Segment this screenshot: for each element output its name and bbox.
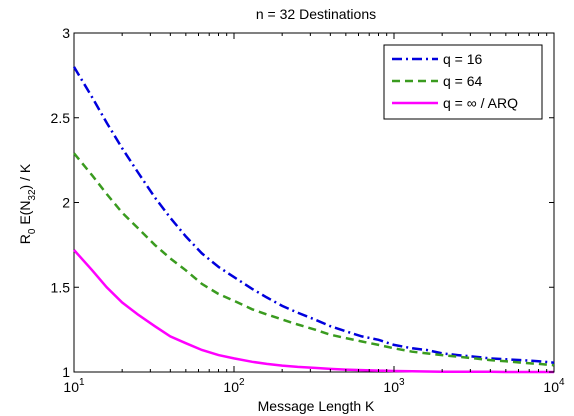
x-tick-label-base: 10 [63,379,79,395]
x-tick-label-base: 10 [543,379,559,395]
x-tick-label: 103 [383,377,405,395]
series-line-1 [72,66,555,364]
x-tick-label-base: 10 [223,379,239,395]
legend-label: q = 16 [443,51,483,67]
y-axis-label-mid-sub: 32 [27,189,38,201]
chart-title: n = 32 Destinations [256,6,376,22]
y-tick-label: 2.5 [51,110,71,126]
y-axis-label-base-sub: 0 [27,228,38,234]
x-tick-label-base: 10 [383,379,399,395]
x-tick-label-exp: 1 [79,377,85,388]
x-tick-label-exp: 3 [399,377,405,388]
y-axis-label-mid: E(N [17,201,33,229]
series-layer [72,66,555,374]
series-line-2 [73,152,555,367]
x-tick-label: 101 [63,377,85,395]
x-tick-label-exp: 2 [239,377,245,388]
y-axis-label-base: R [17,234,33,244]
x-tick-label: 104 [543,377,565,395]
y-tick-label: 2 [62,195,70,211]
y-axis-label-tail: ) / K [17,163,33,189]
y-tick-label: 1 [62,364,70,380]
legend: q = 16 q = 64 q = ∞ / ARQ [383,44,543,120]
x-axis-label: Message Length K [258,398,375,414]
y-axis-label: R0 E(N32) / K [17,163,38,244]
legend-label: q = ∞ / ARQ [443,95,518,111]
x-tick-label-exp: 4 [559,377,565,388]
legend-label: q = 64 [443,73,483,89]
y-tick-label: 1.5 [51,279,71,295]
y-tick-label: 3 [62,25,70,41]
series-line-3 [73,249,554,374]
x-tick-label: 102 [223,377,245,395]
